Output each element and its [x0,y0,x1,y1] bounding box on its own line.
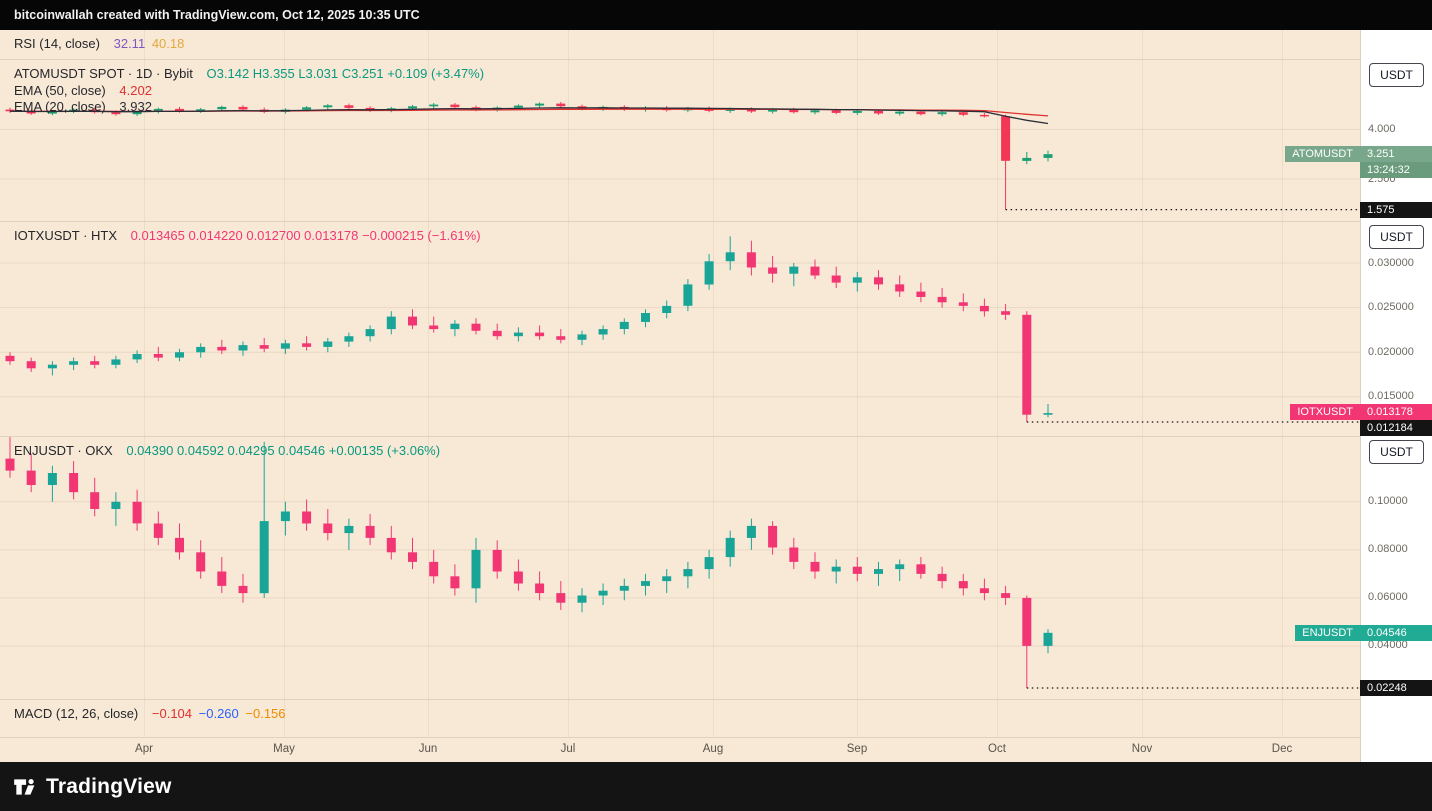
atom-currency-button[interactable]: USDT [1369,63,1424,87]
time-axis[interactable]: Apr May Jun Jul Aug Sep Oct Nov Dec [0,738,1360,762]
atom-candlestick-chart[interactable] [0,60,1360,222]
gridline-aug [713,30,714,738]
rsi-indicator-title[interactable]: RSI (14, close) [14,36,100,51]
iotx-candlestick-chart[interactable] [0,222,1360,437]
enj-badge-price: 0.04546 [1367,627,1407,639]
atom-candle-countdown: 13:24:32 [1360,162,1432,178]
enj-pane: ENJUSDT · OKX 0.04390 0.04592 0.04295 0.… [0,437,1360,700]
month-label-jul: Jul [560,743,576,755]
month-label-jun: Jun [418,743,438,755]
rsi-value-1: 32.11 [113,36,146,51]
enj-tick-006: 0.06000 [1368,591,1408,603]
atom-badge-symbol: ATOMUSDT [1292,148,1353,160]
atom-pane: ATOMUSDT SPOT · 1D · Bybit O3.142 H3.355… [0,60,1360,222]
footer-bar: TradingView [0,762,1432,811]
month-label-sep: Sep [846,743,868,755]
month-label-aug: Aug [702,743,724,755]
enj-ohlc-readout: 0.04390 0.04592 0.04295 0.04546 +0.00135… [126,443,441,458]
atom-header: ATOMUSDT SPOT · 1D · Bybit O3.142 H3.355… [14,66,484,116]
macd-value-1: −0.104 [151,706,193,721]
enj-currency-button[interactable]: USDT [1369,440,1424,464]
enj-badge-symbol: ENJUSDT [1302,627,1353,639]
iotx-currency-button[interactable]: USDT [1369,225,1424,249]
price-scale[interactable]: USDT USDT USDT 4.000 2.500 0.030000 0.02… [1360,30,1432,762]
atom-ema20-value: 3.932 [119,99,152,114]
rsi-value-2: 40.18 [151,36,185,51]
iotx-symbol-title[interactable]: IOTXUSDT · HTX [14,228,118,243]
gridline-dec [1282,30,1283,738]
enj-price-badge: ENJUSDT 0.04546 [1295,625,1432,641]
enj-symbol-title[interactable]: ENJUSDT · OKX [14,443,113,458]
iotx-low-price-label: 0.012184 [1360,420,1432,436]
atom-ohlc-readout: O3.142 H3.355 L3.031 C3.251 +0.109 (+3.4… [206,66,485,81]
macd-header: MACD (12, 26, close) −0.104 −0.260 −0.15… [14,706,286,723]
month-label-dec: Dec [1271,743,1293,755]
iotx-header: IOTXUSDT · HTX 0.013465 0.014220 0.01270… [14,228,481,245]
month-label-nov: Nov [1131,743,1153,755]
iotx-tick-0020: 0.020000 [1368,346,1414,358]
rsi-pane: RSI (14, close) 32.11 40.18 [0,30,1360,60]
atom-price-badge: ATOMUSDT 3.251 13:24:32 [1285,146,1432,178]
gridline-oct [997,30,998,738]
tradingview-logo-icon[interactable] [12,774,38,800]
iotx-tick-0025: 0.025000 [1368,301,1414,313]
atom-ema50-value: 4.202 [119,82,152,98]
iotx-pane: IOTXUSDT · HTX 0.013465 0.014220 0.01270… [0,222,1360,437]
month-label-oct: Oct [988,743,1006,755]
enj-header: ENJUSDT · OKX 0.04390 0.04592 0.04295 0.… [14,443,440,460]
iotx-ohlc-readout: 0.013465 0.014220 0.012700 0.013178 −0.0… [130,228,481,243]
gridline-jun [428,30,429,738]
gridline-sep [857,30,858,738]
macd-pane: MACD (12, 26, close) −0.104 −0.260 −0.15… [0,700,1360,738]
enj-tick-004: 0.04000 [1368,639,1408,651]
rsi-header: RSI (14, close) 32.11 40.18 [14,36,184,53]
atom-symbol-title[interactable]: ATOMUSDT SPOT · 1D · Bybit [14,66,193,81]
iotx-tick-0030: 0.030000 [1368,257,1414,269]
gridline-may [284,30,285,738]
gridline-nov [1142,30,1143,738]
atom-tick-4000: 4.000 [1368,123,1396,135]
gridline-jul [568,30,569,738]
attribution-bar: bitcoinwallah created with TradingView.c… [0,0,1432,30]
enj-candlestick-chart[interactable] [0,437,1360,700]
atom-ema20-title[interactable]: EMA (20, close) [14,99,106,114]
enj-low-price-label: 0.02248 [1360,680,1432,696]
attribution-text: bitcoinwallah created with TradingView.c… [14,8,420,22]
gridline-apr [144,30,145,738]
iotx-badge-symbol: IOTXUSDT [1297,406,1353,418]
iotx-tick-0015: 0.015000 [1368,390,1414,402]
enj-tick-008: 0.08000 [1368,543,1408,555]
month-label-may: May [273,743,295,755]
macd-value-3: −0.156 [245,706,286,721]
iotx-price-badge: IOTXUSDT 0.013178 [1290,404,1432,420]
month-label-apr: Apr [135,743,153,755]
tradingview-wordmark[interactable]: TradingView [46,774,172,798]
atom-badge-price: 3.251 [1367,148,1395,160]
atom-low-price-label: 1.575 [1360,202,1432,218]
atom-ema50-title[interactable]: EMA (50, close) [14,82,106,98]
enj-tick-010: 0.10000 [1368,495,1408,507]
macd-value-2: −0.260 [198,706,239,721]
macd-indicator-title[interactable]: MACD (12, 26, close) [14,706,139,721]
iotx-badge-price: 0.013178 [1367,406,1413,418]
